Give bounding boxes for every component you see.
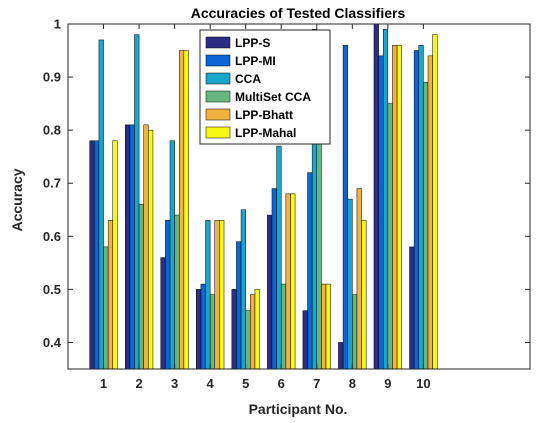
bar-p4-s5 (214, 220, 220, 370)
bar-p10-s3 (418, 44, 424, 370)
bar-p2-s4 (138, 204, 144, 370)
bar-p9-s2 (378, 55, 384, 370)
bar-p2-s5 (143, 124, 149, 370)
legend-swatch (205, 108, 231, 121)
legend-label: LPP-MI (235, 54, 276, 68)
y-tick-label: 0.7 (43, 176, 61, 191)
x-tick-label: 10 (416, 376, 430, 391)
chart-title: Accuracies of Tested Classifiers (191, 5, 406, 21)
legend-swatch (205, 54, 231, 67)
legend-label: CCA (235, 72, 261, 86)
bars-layer (89, 23, 438, 370)
legend-label: LPP-S (235, 36, 270, 50)
bar-p7-s5 (321, 283, 327, 370)
x-tick-label: 1 (100, 376, 107, 391)
ticks-layer: 0.4 0.5 0.6 0.7 0.8 0.9 1 1 2 3 4 5 6 7 8 9 10 (43, 17, 530, 391)
bar-p7-s6 (325, 283, 331, 370)
bar-p4-s3 (205, 220, 211, 370)
legend-box (199, 29, 331, 145)
bar-p8-s4 (352, 294, 358, 370)
x-tick-label: 4 (207, 376, 215, 391)
x-tick-label: 9 (384, 376, 391, 391)
y-tick-label: 0.8 (43, 123, 61, 138)
bar-p5-s4 (245, 310, 251, 370)
bar-p7-s4 (316, 119, 322, 370)
bar-p5-s6 (254, 289, 260, 370)
bar-p4-s1 (196, 289, 202, 370)
bar-p10-s6 (432, 34, 438, 370)
bar-p10-s2 (413, 50, 420, 370)
bar-p3-s2 (165, 220, 171, 370)
bar-p3-s6 (183, 50, 189, 370)
bar-p8-s1 (338, 342, 344, 370)
bar-p3-s3 (169, 140, 175, 370)
x-tick-label: 3 (171, 376, 178, 391)
bar-p4-s2 (200, 283, 206, 370)
bar-p8-s3 (347, 198, 353, 370)
bar-p7-s1 (302, 310, 308, 370)
bar-p9-s4 (387, 103, 393, 370)
bar-p6-s6 (290, 193, 296, 370)
bar-p7-s2 (307, 172, 313, 370)
x-tick-label: 8 (349, 376, 356, 391)
bar-p1-s2 (94, 140, 100, 370)
bar-p8-s5 (356, 188, 362, 370)
bar-p5-s5 (250, 294, 256, 370)
bar-p2-s2 (129, 124, 135, 370)
x-tick-label: 7 (313, 376, 320, 391)
y-tick-label: 0.4 (43, 335, 62, 350)
bar-p1-s6 (112, 140, 118, 370)
bar-p2-s6 (148, 129, 154, 370)
x-tick-label: 5 (242, 376, 249, 391)
bar-p6-s3 (276, 145, 282, 370)
bar-p4-s4 (209, 294, 216, 370)
bar-p5-s2 (236, 241, 242, 370)
bar-p9-s3 (382, 29, 389, 370)
bar-p10-s1 (409, 246, 415, 370)
legend-label: MultiSet CCA (235, 90, 311, 104)
bar-p6-s4 (280, 283, 287, 370)
y-tick-label: 1 (54, 17, 61, 32)
legend-swatch (205, 126, 231, 139)
bar-p8-s6 (361, 220, 367, 370)
x-axis-label: Participant No. (249, 401, 348, 417)
bar-p9-s5 (392, 44, 398, 370)
legend-swatch (205, 90, 231, 103)
bar-p3-s5 (178, 50, 185, 370)
bar-p5-s3 (240, 209, 246, 370)
bar-p1-s5 (107, 220, 114, 370)
bar-p3-s4 (174, 214, 180, 370)
bar-p2-s3 (134, 34, 140, 370)
bar-p1-s3 (98, 39, 104, 370)
x-tick-label: 2 (135, 376, 142, 391)
bar-p5-s1 (231, 289, 237, 370)
y-tick-label: 0.9 (43, 70, 61, 85)
legend-swatch (205, 36, 231, 49)
bar-p2-s1 (124, 124, 131, 370)
bar-p6-s1 (267, 214, 273, 370)
y-axis-label: Accuracy (9, 168, 25, 231)
bar-p3-s1 (160, 257, 166, 370)
y-tick-label: 0.5 (43, 282, 61, 297)
plot-frame (67, 23, 531, 370)
legend-label: LPP-Bhatt (235, 108, 293, 122)
bar-p8-s2 (342, 44, 348, 370)
legend-label: LPP-Mahal (235, 126, 296, 140)
axes-layer (67, 23, 531, 370)
bar-p6-s2 (271, 188, 277, 370)
x-tick-label: 6 (278, 376, 285, 391)
legend: LPP-S LPP-MI CCA MultiSet CCA LPP-Bhatt LPP-M… (199, 29, 331, 145)
bar-p4-s6 (219, 220, 225, 370)
bar-p9-s6 (396, 44, 402, 370)
bar-p6-s5 (285, 193, 291, 370)
legend-swatch (205, 72, 231, 85)
y-tick-label: 0.6 (43, 229, 61, 244)
bar-p1-s4 (103, 246, 109, 370)
bar-p10-s5 (427, 55, 433, 370)
bar-p10-s4 (423, 82, 429, 370)
bar-p9-s1 (373, 23, 379, 370)
bar-p1-s1 (89, 140, 95, 370)
